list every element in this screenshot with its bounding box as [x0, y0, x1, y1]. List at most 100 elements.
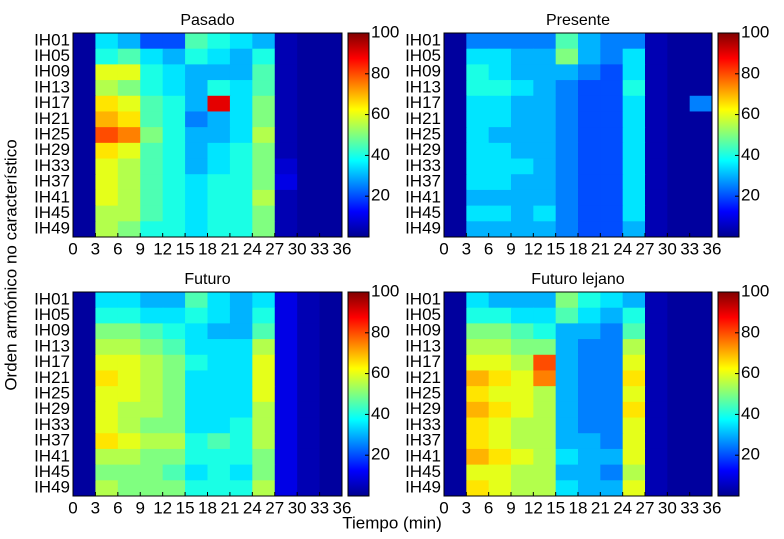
heatmap-cell	[95, 370, 119, 387]
heatmap-cell	[444, 464, 467, 481]
heatmap-cell	[622, 95, 646, 112]
heatmap-cell	[185, 174, 208, 191]
heatmap-cell	[185, 189, 208, 207]
heatmap-cell	[73, 174, 96, 191]
y-tick-label: IH21	[405, 109, 441, 128]
heatmap-cell	[488, 205, 512, 222]
heatmap-cell	[488, 448, 512, 466]
x-tick-label: 27	[265, 498, 284, 517]
heatmap-cell	[274, 464, 298, 481]
heatmap-cell	[466, 386, 490, 403]
heatmap-cell	[319, 142, 343, 160]
heatmap-cell	[185, 464, 208, 481]
x-tick-label: 3	[91, 498, 100, 517]
colorbar-tick-label: 40	[741, 404, 760, 423]
heatmap-cell	[117, 417, 141, 434]
heatmap-cell	[444, 221, 467, 238]
heatmap-cell	[600, 323, 624, 340]
heatmap-cell	[622, 111, 646, 128]
heatmap-cell	[667, 323, 691, 340]
y-tick-label: IH09	[405, 62, 441, 81]
heatmap-cell	[622, 33, 646, 50]
colorbar-tick-label: 20	[741, 445, 760, 464]
heatmap-cell	[95, 221, 119, 238]
heatmap-cell	[488, 464, 512, 481]
y-tick-label: IH01	[34, 30, 70, 49]
heatmap-cell	[140, 33, 164, 50]
heatmap-cell	[297, 142, 321, 160]
heatmap-cell	[207, 205, 231, 222]
y-tick-label: IH37	[34, 172, 70, 191]
heatmap-cell	[252, 292, 276, 309]
heatmap-cell	[140, 174, 164, 191]
heatmap-cell	[274, 448, 298, 466]
x-tick-label: 0	[439, 239, 448, 258]
heatmap-cell	[511, 464, 534, 481]
heatmap-cell	[622, 323, 646, 340]
heatmap-cell	[252, 417, 276, 434]
heatmap-cell	[73, 80, 96, 97]
heatmap-cell	[162, 205, 186, 222]
heatmap-cell	[229, 80, 253, 97]
x-tick-label: 18	[569, 498, 588, 517]
heatmap-cell	[511, 111, 534, 128]
heatmap-cell	[645, 189, 668, 207]
heatmap-cell	[162, 339, 186, 356]
heatmap-cell	[667, 80, 691, 97]
heatmap-cell	[555, 292, 579, 309]
heatmap-cell	[533, 401, 557, 419]
heatmap-cell	[319, 111, 343, 128]
x-tick-label: 33	[680, 239, 699, 258]
heatmap-cell	[600, 292, 624, 309]
heatmap-cell	[488, 339, 512, 356]
heatmap-cell	[533, 323, 557, 340]
heatmap-cell	[600, 33, 624, 50]
heatmap-cell	[555, 354, 579, 371]
heatmap-cell	[578, 95, 601, 112]
heatmap-cell	[466, 417, 490, 434]
y-tick-label: IH17	[405, 352, 441, 371]
x-tick-label: 30	[288, 498, 307, 517]
heatmap-cell	[488, 370, 512, 387]
heatmap-cell	[229, 401, 253, 419]
heatmap-cell	[140, 417, 164, 434]
heatmap-cell	[488, 354, 512, 371]
heatmap-cell	[185, 354, 208, 371]
heatmap-cell	[466, 142, 490, 160]
heatmap-cell	[511, 64, 534, 81]
heatmap-cell	[466, 448, 490, 466]
heatmap-cell	[140, 80, 164, 97]
y-tick-label: IH45	[405, 203, 441, 222]
heatmap-cell	[185, 80, 208, 97]
heatmap-cell	[555, 386, 579, 403]
y-tick-label: IH37	[34, 431, 70, 450]
heatmap-cell	[511, 80, 534, 97]
heatmap-cell	[207, 64, 231, 81]
heatmap-cell	[578, 386, 601, 403]
heatmap-cell	[73, 95, 96, 112]
heatmap-cell	[600, 386, 624, 403]
heatmap-cell	[645, 448, 668, 466]
heatmap-cell	[511, 448, 534, 466]
x-tick-label: 9	[506, 498, 515, 517]
heatmap-cell	[162, 64, 186, 81]
heatmap-cell	[274, 401, 298, 419]
heatmap-cell	[578, 417, 601, 434]
heatmap-cell	[297, 339, 321, 356]
heatmap-cell	[319, 480, 343, 497]
heatmap-cell	[578, 189, 601, 207]
heatmap-cell	[645, 417, 668, 434]
heatmap-cell	[511, 370, 534, 387]
heatmap-cell	[207, 464, 231, 481]
heatmap-cell	[162, 354, 186, 371]
heatmap-cell	[600, 174, 624, 191]
heatmap-cell	[207, 80, 231, 97]
heatmap-cell	[444, 433, 467, 450]
heatmap-cell	[444, 401, 467, 419]
heatmap-cell	[252, 189, 276, 207]
y-tick-label: IH29	[34, 399, 70, 418]
heatmap-cell	[252, 111, 276, 128]
heatmap-cell	[274, 111, 298, 128]
heatmap-cell	[555, 448, 579, 466]
heatmap-cell	[229, 323, 253, 340]
